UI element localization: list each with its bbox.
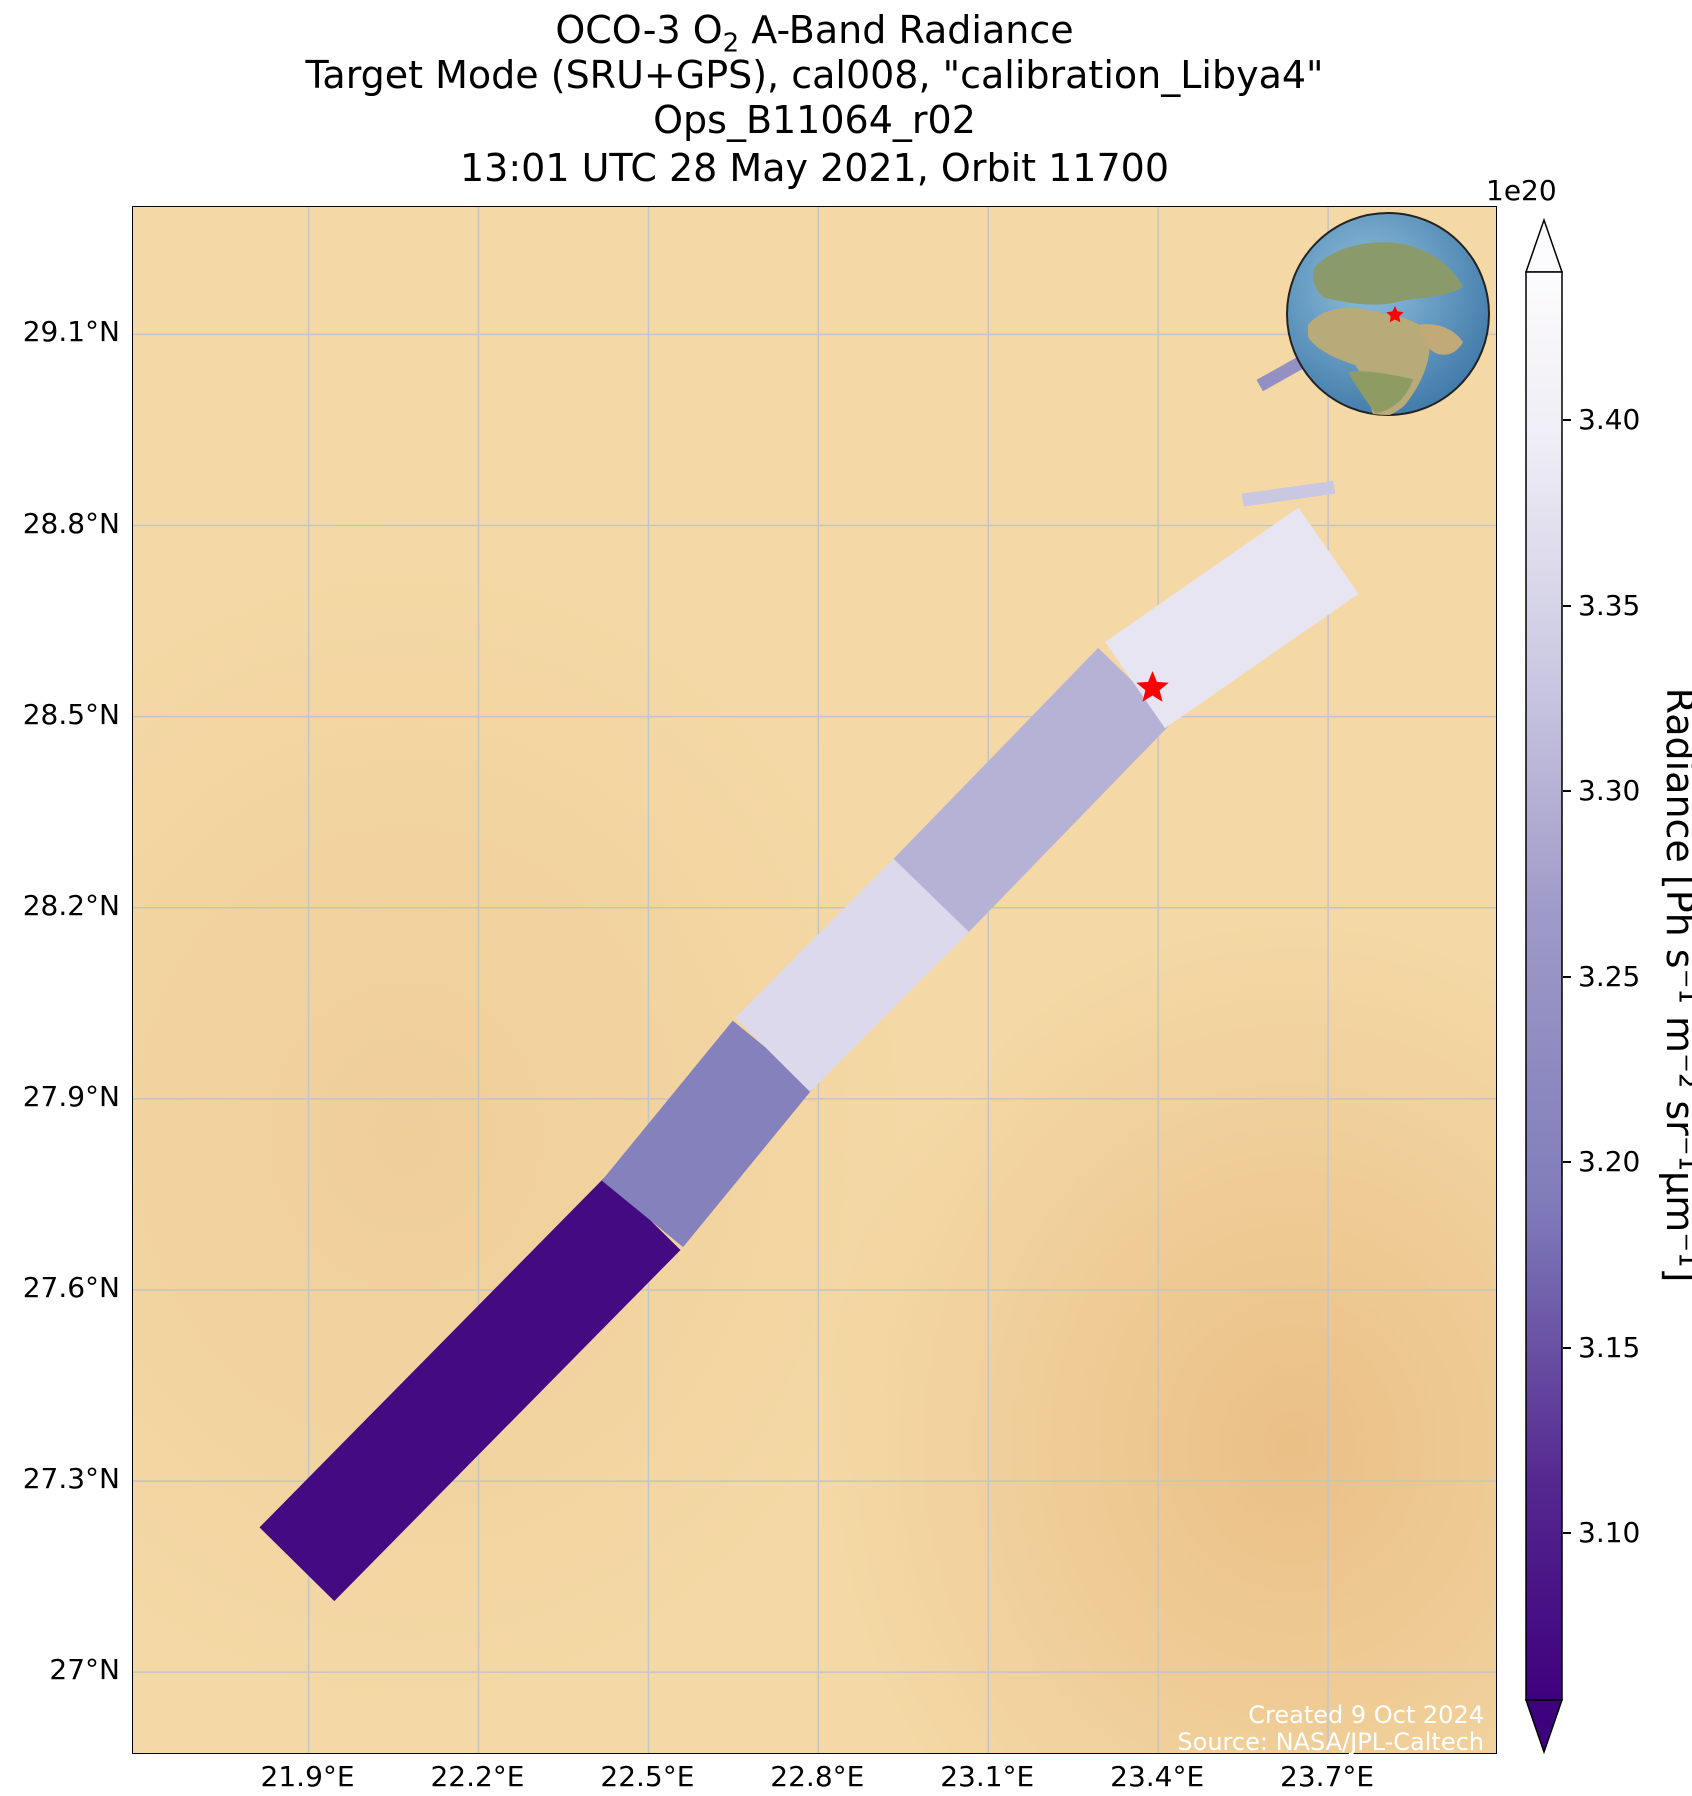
title-line-3: Ops_B11064_r02: [653, 98, 976, 142]
map-panel[interactable]: [132, 206, 1497, 1754]
colorbar-label: Radiance [Ph s⁻¹ m⁻² sr⁻¹µm⁻¹]: [1658, 687, 1692, 1283]
colorbar-gradient: [1525, 271, 1563, 1701]
radiance-swath: [259, 354, 1359, 1602]
target-star: [1136, 671, 1169, 702]
colorbar-tick-mark: [1563, 419, 1571, 422]
colorbar-tick-label: 3.10: [1578, 1516, 1641, 1550]
created-date: Created 9 Oct 2024: [1248, 1701, 1484, 1729]
latitude-tick-label: 27.6°N: [22, 1270, 120, 1304]
europe-landmass: [1313, 242, 1463, 305]
colorbar-tick-mark: [1563, 790, 1571, 793]
globe-target-star: [1386, 306, 1404, 323]
latitude-tick-label: 27.3°N: [22, 1462, 120, 1496]
colorbar-extend-min: [1525, 1699, 1563, 1754]
colorbar-tick-label: 3.35: [1578, 588, 1641, 622]
swath-segment: [601, 1020, 815, 1248]
colorbar-tick-label: 3.25: [1578, 959, 1641, 993]
colorbar-tick-mark: [1563, 1161, 1571, 1164]
latitude-tick-label: 27°N: [49, 1653, 120, 1687]
title-suffix: A-Band Radiance: [739, 8, 1074, 52]
longitude-tick-label: 23.4°E: [1110, 1760, 1205, 1793]
longitude-tick-label: 22.8°E: [770, 1760, 865, 1793]
longitude-tick-label: 21.9°E: [260, 1760, 355, 1793]
arabia-landmass: [1418, 324, 1463, 355]
colorbar-tick-label: 3.20: [1578, 1145, 1641, 1179]
swath-segment: [1105, 507, 1359, 729]
colorbar-tick-mark: [1563, 1532, 1571, 1535]
title-subscript: 2: [722, 28, 740, 59]
colorbar-extend-max: [1525, 218, 1563, 273]
longitude-tick-label: 22.2°E: [430, 1760, 525, 1793]
title-line-1: OCO-3 O2 A-Band Radiance: [132, 8, 1497, 66]
title-prefix: OCO-3 O: [555, 8, 723, 52]
longitude-tick-label: 22.5°E: [600, 1760, 695, 1793]
source-credit: Source: NASA/JPL-Caltech: [1177, 1728, 1484, 1756]
colorbar-tick-mark: [1563, 975, 1571, 978]
green-belt: [1348, 371, 1413, 413]
swath-segment: [893, 647, 1174, 932]
colorbar-tick-label: 3.40: [1578, 403, 1641, 437]
title-line-4: 13:01 UTC 28 May 2021, Orbit 11700: [459, 146, 1169, 190]
colorbar: [1525, 218, 1563, 1754]
latitude-tick-label: 28.8°N: [22, 506, 120, 540]
colorbar-tick-label: 3.30: [1578, 774, 1641, 808]
latitude-tick-label: 27.9°N: [22, 1079, 120, 1113]
latitude-tick-label: 28.5°N: [22, 697, 120, 731]
swath-segment: [1241, 480, 1336, 507]
globe-inset: [1286, 212, 1490, 416]
map-canvas[interactable]: [133, 207, 1497, 1754]
colorbar-exponent: 1e20: [1486, 174, 1557, 207]
latitude-tick-label: 28.2°N: [22, 888, 120, 922]
colorbar-tick-label: 3.15: [1578, 1330, 1641, 1364]
colorbar-tick-mark: [1563, 1346, 1571, 1349]
colorbar-tick-mark: [1563, 604, 1571, 607]
target-star-marker: [1136, 671, 1169, 702]
longitude-tick-label: 23.7°E: [1280, 1760, 1375, 1793]
title-line-2: Target Mode (SRU+GPS), cal008, "calibrat…: [305, 53, 1324, 97]
longitude-tick-label: 23.1°E: [940, 1760, 1035, 1793]
latitude-tick-label: 29.1°N: [22, 315, 120, 349]
